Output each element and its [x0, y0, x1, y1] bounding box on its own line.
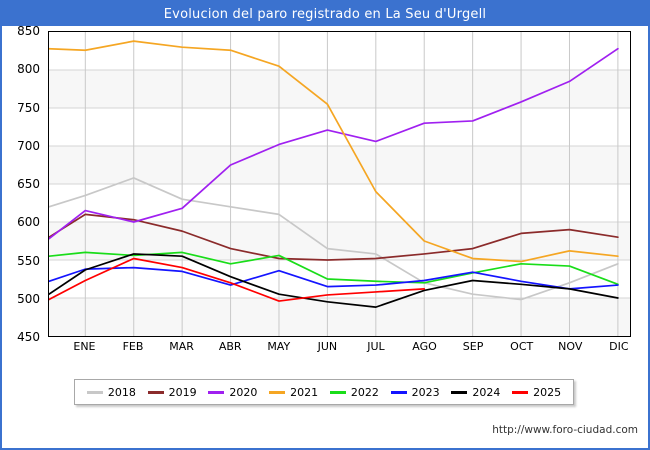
y-tick-label: 700 [17, 138, 40, 153]
x-tick-label-nov: NOV [558, 340, 583, 353]
chart-title: Evolucion del paro registrado en La Seu … [163, 6, 487, 22]
chart-canvas [49, 32, 630, 336]
y-tick-label: 500 [17, 291, 40, 306]
series-line-2023 [49, 266, 619, 290]
x-tick-label-ago: AGO [412, 340, 437, 353]
x-tick-label-jun: JUN [317, 340, 338, 353]
series-line-2018 [49, 177, 619, 301]
legend-swatch-2018 [86, 390, 103, 394]
legend-swatch-2022 [329, 390, 346, 394]
x-axis-labels: ENE FEB MAR ABR MAY JUN JUL AGO SEP OCT NOV DIC [48, 340, 631, 358]
series-line-2021 [49, 40, 619, 263]
legend-swatch-2025 [512, 390, 529, 394]
chart-legend: 2018 2019 2020 2021 2022 2023 2024 2025 [74, 379, 574, 405]
legend-label-2022: 2022 [350, 385, 379, 399]
x-tick-label-oct: OCT [510, 340, 534, 353]
y-tick-label: 750 [17, 100, 40, 115]
grid-band [49, 298, 630, 336]
legend-label-2023: 2023 [411, 385, 440, 399]
legend-label-2025: 2025 [533, 385, 562, 399]
legend-label-2021: 2021 [290, 385, 319, 399]
y-tick-label: 800 [17, 62, 40, 77]
x-tick-label-jul: JUL [367, 340, 385, 353]
x-tick-label-ene: ENE [73, 340, 96, 353]
legend-item-2019[interactable]: 2019 [147, 385, 197, 399]
series-line-2019 [49, 213, 619, 261]
legend-item-2021[interactable]: 2021 [269, 386, 318, 399]
legend-swatch-2019 [147, 390, 164, 394]
x-tick-label-sep: SEP [462, 340, 484, 353]
y-tick-label: 450 [17, 330, 40, 344]
x-tick-label-dic: DIC [609, 340, 629, 353]
grid-band [49, 146, 630, 184]
legend-swatch-2024 [451, 390, 468, 394]
plot-area [48, 31, 631, 337]
legend-swatch-2021 [269, 390, 286, 394]
x-tick-label-abr: ABR [218, 340, 242, 353]
legend-item-2022[interactable]: 2022 [329, 385, 379, 399]
series-line-2024 [49, 253, 619, 308]
source-url: http://www.foro-ciudad.com [492, 424, 638, 436]
x-tick-label-mar: MAR [169, 340, 194, 353]
legend-item-2024[interactable]: 2024 [451, 386, 500, 399]
y-tick-label: 550 [17, 253, 40, 268]
y-tick-label: 650 [17, 177, 40, 191]
y-tick-label: 600 [17, 215, 40, 230]
x-tick-label-feb: FEB [122, 340, 144, 353]
grid-band [49, 70, 630, 108]
legend-item-2023[interactable]: 2023 [390, 385, 440, 399]
window-title-bar: Evolucion del paro registrado en La Seu … [2, 2, 648, 26]
y-tick-label: 850 [17, 24, 40, 38]
legend-label-2024: 2024 [472, 385, 501, 399]
legend-swatch-2020 [208, 390, 225, 394]
legend-swatch-2023 [390, 390, 407, 394]
legend-item-2020[interactable]: 2020 [208, 386, 257, 399]
y-axis-labels: 850 800 750 700 650 600 550 500 450 [0, 24, 44, 344]
series-line-2020 [49, 47, 619, 240]
legend-label-2019: 2019 [168, 385, 197, 399]
legend-label-2018: 2018 [107, 385, 136, 399]
series-line-2025 [49, 257, 426, 302]
x-tick-label-may: MAY [267, 340, 291, 353]
legend-item-2018[interactable]: 2018 [86, 385, 136, 399]
legend-item-2025[interactable]: 2025 [512, 386, 561, 399]
series-line-2022 [49, 251, 619, 286]
legend-label-2020: 2020 [229, 385, 258, 399]
